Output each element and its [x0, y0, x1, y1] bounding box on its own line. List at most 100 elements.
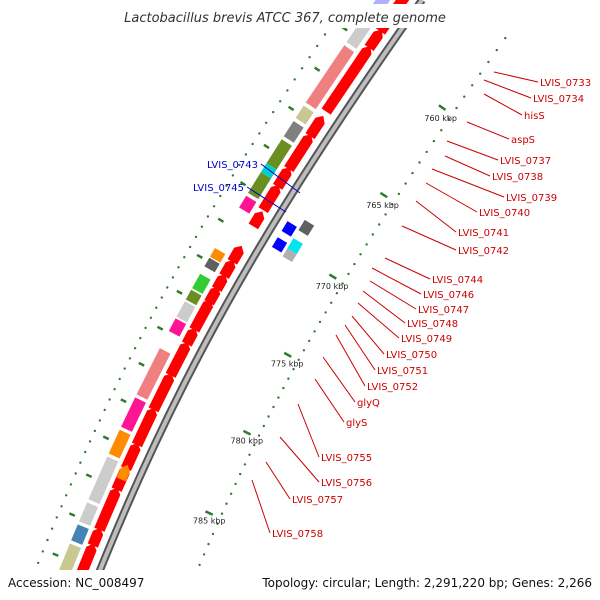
gene-label[interactable]: glyS [346, 418, 367, 429]
gene-block [108, 429, 131, 459]
label-leader-line [260, 163, 301, 194]
label-leader-line [322, 356, 356, 403]
label-leader-line [357, 302, 400, 339]
label-leader-line [369, 280, 417, 310]
minor-tick [313, 66, 321, 72]
dotted-guide-arcs [32, 33, 507, 576]
gene-label[interactable]: LVIS_0757 [292, 495, 343, 506]
gene-label[interactable]: LVIS_0746 [423, 290, 474, 301]
minor-tick [263, 143, 270, 150]
guide-dot [123, 367, 126, 370]
guide-dot [277, 396, 280, 399]
gene-label-plus[interactable]: LVIS_0745 [193, 183, 244, 194]
gene-block [272, 167, 292, 190]
gene-label[interactable]: LVIS_0744 [432, 275, 483, 286]
guide-dot [378, 223, 381, 226]
scale-label: 785 kbp [193, 516, 226, 525]
guide-dot [297, 358, 300, 361]
gene-block [209, 247, 226, 263]
guide-dot [258, 132, 261, 135]
gene-label[interactable]: LVIS_0734 [533, 94, 584, 105]
minor-tick [239, 181, 247, 187]
guide-dot [216, 522, 219, 525]
gene-label[interactable]: LVIS_0752 [367, 382, 418, 393]
gene-label[interactable]: LVIS_0740 [479, 208, 530, 219]
gene-block [283, 121, 304, 143]
gene-label-plus[interactable]: LVIS_0743 [207, 160, 258, 171]
guide-dot [238, 163, 241, 167]
gene-label[interactable]: hisS [524, 111, 545, 122]
minor-tick [102, 435, 110, 441]
guide-dot [253, 443, 256, 447]
guide-dot [37, 561, 40, 565]
minor-tick [176, 289, 183, 295]
guide-dot [384, 213, 387, 216]
label-leader-line [384, 257, 431, 280]
gene-label[interactable]: LVIS_0756 [321, 478, 372, 489]
guide-dot [316, 44, 319, 48]
gene-label[interactable]: glyQ [357, 398, 380, 409]
gene-label[interactable]: LVIS_0737 [500, 156, 551, 167]
gene-block [258, 185, 281, 214]
label-leader-line [483, 93, 523, 116]
label-leader-line [444, 155, 491, 177]
gene-block [305, 45, 355, 110]
genome-backbone [84, 0, 426, 600]
gene-block [248, 211, 265, 230]
guide-dot [206, 215, 210, 218]
label-leader-line [371, 267, 422, 295]
minor-tick [85, 473, 93, 479]
gene-label[interactable]: LVIS_0748 [407, 319, 458, 330]
minor-tick [156, 325, 164, 331]
guide-dot [359, 253, 362, 256]
guide-dot [272, 405, 275, 409]
guide-dot [272, 110, 275, 114]
label-leader-line [483, 79, 532, 99]
guide-dot [220, 512, 224, 515]
guide-dot [177, 266, 180, 269]
guide-dot [239, 472, 242, 476]
label-leader-line [466, 121, 510, 140]
gene-label[interactable]: aspS [511, 135, 535, 146]
label-leader-line [351, 315, 385, 355]
guide-dot [302, 349, 306, 352]
label-leader-line [415, 200, 457, 233]
guide-dot [286, 89, 289, 92]
guide-dot [149, 316, 153, 319]
gene-block [71, 524, 89, 545]
guide-dot [293, 78, 296, 81]
guide-dot [308, 339, 311, 343]
guide-dot [440, 129, 443, 132]
guide-dot [113, 388, 116, 391]
gene-block [305, 115, 325, 140]
gene-label[interactable]: LVIS_0750 [386, 350, 437, 361]
gene-label[interactable]: LVIS_0758 [272, 529, 323, 540]
guide-dot [139, 336, 142, 340]
gene-label[interactable]: LVIS_0747 [418, 305, 469, 316]
gene-block-plus [281, 221, 297, 237]
label-leader-line [446, 140, 499, 161]
gene-label[interactable]: LVIS_0738 [492, 172, 543, 183]
gene-label[interactable]: LVIS_0751 [377, 366, 428, 377]
guide-dot [432, 139, 436, 143]
guide-dot [207, 542, 210, 546]
gene-block-plus [287, 238, 303, 255]
guide-dot [308, 56, 311, 59]
gene-block [120, 443, 141, 471]
label-leader-line [431, 168, 505, 198]
gene-label[interactable]: LVIS_0749 [401, 334, 452, 345]
gene-label[interactable]: LVIS_0739 [506, 193, 557, 204]
guide-dot [50, 527, 54, 530]
guide-dot [248, 453, 251, 456]
guide-dot [282, 386, 285, 390]
gene-label[interactable]: LVIS_0742 [458, 246, 509, 257]
guide-dot [471, 84, 474, 87]
label-leader-line [246, 186, 287, 213]
gene-label[interactable]: LVIS_0741 [458, 228, 509, 239]
gene-label[interactable]: LVIS_0755 [321, 453, 372, 464]
guide-dot [487, 60, 490, 64]
guide-dot [225, 184, 228, 187]
scale-tick [438, 104, 447, 111]
gene-label[interactable]: LVIS_0733 [540, 78, 591, 89]
label-leader-line [297, 403, 320, 458]
